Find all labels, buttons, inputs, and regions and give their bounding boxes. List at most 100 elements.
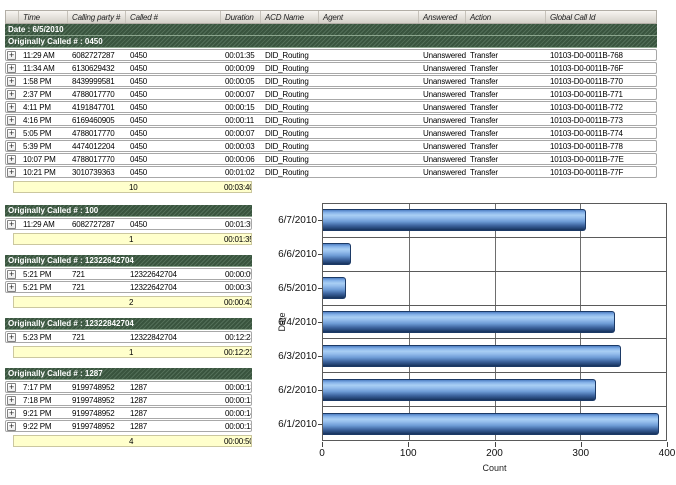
cell-action: Transfer [470, 51, 498, 60]
cell-time: 4:11 PM [23, 103, 51, 112]
x-axis-tick-label: 100 [399, 448, 417, 459]
cell-time: 5:21 PM [23, 283, 52, 292]
cell-global-call-id: 10103-D0-0011B-772 [550, 103, 623, 112]
expand-plus-icon[interactable]: + [7, 102, 16, 112]
cell-called: 0450 [130, 155, 147, 164]
expand-plus-icon[interactable]: + [7, 63, 16, 73]
cell-time: 4:16 PM [23, 116, 52, 125]
y-axis-category-label: 6/2/2010 [268, 373, 322, 407]
table-row: + 7:18 PM 9199748952 1287 00:00:12 [5, 394, 252, 406]
cell-calling-party: 4788017770 [72, 90, 115, 99]
call-group-section: Originally Called # : 1287 + 7:17 PM 919… [5, 368, 252, 447]
count-bar [323, 243, 352, 266]
cell-duration: 00:00:06 [225, 155, 255, 164]
expand-cell: + [6, 76, 19, 86]
group-rows-short: + 5:23 PM 721 12322842704 00:12:23 [5, 331, 252, 343]
expand-plus-icon[interactable]: + [7, 382, 16, 392]
expand-plus-icon[interactable]: + [7, 141, 16, 151]
cell-time: 11:34 AM [23, 64, 55, 73]
cell-calling-party: 6082727287 [72, 51, 115, 60]
cell-calling-party: 9199748952 [72, 383, 115, 392]
column-header[interactable]: ACD Name [261, 11, 319, 23]
expand-plus-icon[interactable]: + [7, 76, 16, 86]
cell-called: 1287 [130, 422, 147, 431]
column-header[interactable]: Called # [126, 11, 221, 23]
expand-plus-icon[interactable]: + [7, 282, 16, 292]
cell-called: 0450 [130, 90, 147, 99]
cell-calling-party: 6082727287 [72, 220, 115, 229]
column-header[interactable]: Global Call Id [550, 13, 596, 22]
expand-plus-icon[interactable]: + [7, 89, 16, 99]
summary-duration: 00:03:40 [224, 183, 251, 192]
y-axis-tick [318, 219, 322, 221]
cell-acd-name: DID_Routing [265, 64, 309, 73]
column-header[interactable]: Agent [319, 11, 419, 23]
cell-agent [319, 76, 419, 86]
cell-global-call-id: 10103-D0-0011B-76F [550, 64, 624, 73]
chart-category-row [323, 306, 666, 340]
cell-answered: Unanswered [423, 103, 466, 112]
column-header[interactable]: Time [19, 11, 68, 23]
cell-called: 0450 [130, 142, 147, 151]
column-header[interactable]: Action [466, 11, 546, 23]
cell-called: 1287 [130, 383, 147, 392]
count-bar [323, 277, 347, 300]
cell-called: 12322642704 [130, 270, 177, 279]
expand-plus-icon[interactable]: + [7, 421, 16, 431]
cell-called: 0450 [130, 77, 147, 86]
cell-agent [319, 63, 419, 73]
expand-cell: + [6, 282, 19, 292]
expand-plus-icon[interactable]: + [7, 50, 16, 60]
column-header[interactable]: Answered [419, 11, 466, 23]
column-header[interactable]: Duration [221, 11, 261, 23]
cell-duration: 00:00:09 [225, 270, 251, 279]
cell-agent [319, 167, 419, 177]
expand-plus-icon[interactable]: + [7, 128, 16, 138]
cell-answered: Unanswered [423, 51, 466, 60]
expand-plus-icon[interactable]: + [7, 395, 16, 405]
expand-cell: + [6, 408, 19, 418]
expand-plus-icon[interactable]: + [7, 115, 16, 125]
group-summary-row: 4 00:00:50 [13, 435, 252, 447]
cell-action: Transfer [470, 142, 498, 151]
cell-calling-party: 9199748952 [72, 396, 115, 405]
cell-called: 12322842704 [130, 333, 177, 342]
cell-time: 5:23 PM [23, 333, 52, 342]
chart-x-ticks [322, 442, 668, 447]
expand-plus-icon[interactable]: + [7, 154, 16, 164]
expand-plus-icon[interactable]: + [7, 167, 16, 177]
expand-cell: + [6, 89, 19, 99]
expand-plus-icon[interactable]: + [7, 332, 16, 342]
x-axis-tick-label: 300 [572, 448, 590, 459]
group-band: Originally Called # : 0450 [5, 36, 657, 48]
x-axis-tick-label: 400 [658, 448, 676, 459]
cell-time: 2:37 PM [23, 90, 52, 99]
column-header[interactable] [6, 11, 19, 23]
table-row: + 10:21 PM 3010739363 0450 00:01:02 DID_… [5, 166, 657, 178]
expand-cell: + [6, 154, 19, 164]
expand-cell: + [6, 332, 19, 342]
cell-action: Transfer [470, 168, 498, 177]
expand-cell: + [6, 421, 19, 431]
summary-duration: 00:00:50 [224, 437, 251, 446]
expand-plus-icon[interactable]: + [7, 219, 16, 229]
expand-plus-icon[interactable]: + [7, 408, 16, 418]
cell-duration: 00:00:12 [225, 396, 251, 405]
y-axis-tick [318, 253, 322, 255]
group-rows-short: + 5:21 PM 721 12322642704 00:00:09 + 5:2… [5, 268, 252, 293]
cell-duration: 00:00:09 [225, 64, 255, 73]
table-row: + 10:07 PM 4788017770 0450 00:00:06 DID_… [5, 153, 657, 165]
chart-category-row [323, 339, 666, 374]
group-summary-row: 10 00:03:40 [13, 181, 252, 193]
cell-answered: Unanswered [423, 142, 466, 151]
cell-duration: 00:00:13 [225, 383, 251, 392]
cell-calling-party: 8439999581 [72, 77, 115, 86]
cell-duration: 00:00:07 [225, 90, 255, 99]
expand-plus-icon[interactable]: + [7, 269, 16, 279]
column-header[interactable]: Calling party # [68, 11, 126, 23]
cell-calling-party: 9199748952 [72, 409, 115, 418]
y-axis-category-label: 6/5/2010 [268, 271, 322, 305]
y-axis-category-label: 6/3/2010 [268, 339, 322, 373]
cell-answered: Unanswered [423, 116, 466, 125]
expand-cell: + [6, 167, 19, 177]
